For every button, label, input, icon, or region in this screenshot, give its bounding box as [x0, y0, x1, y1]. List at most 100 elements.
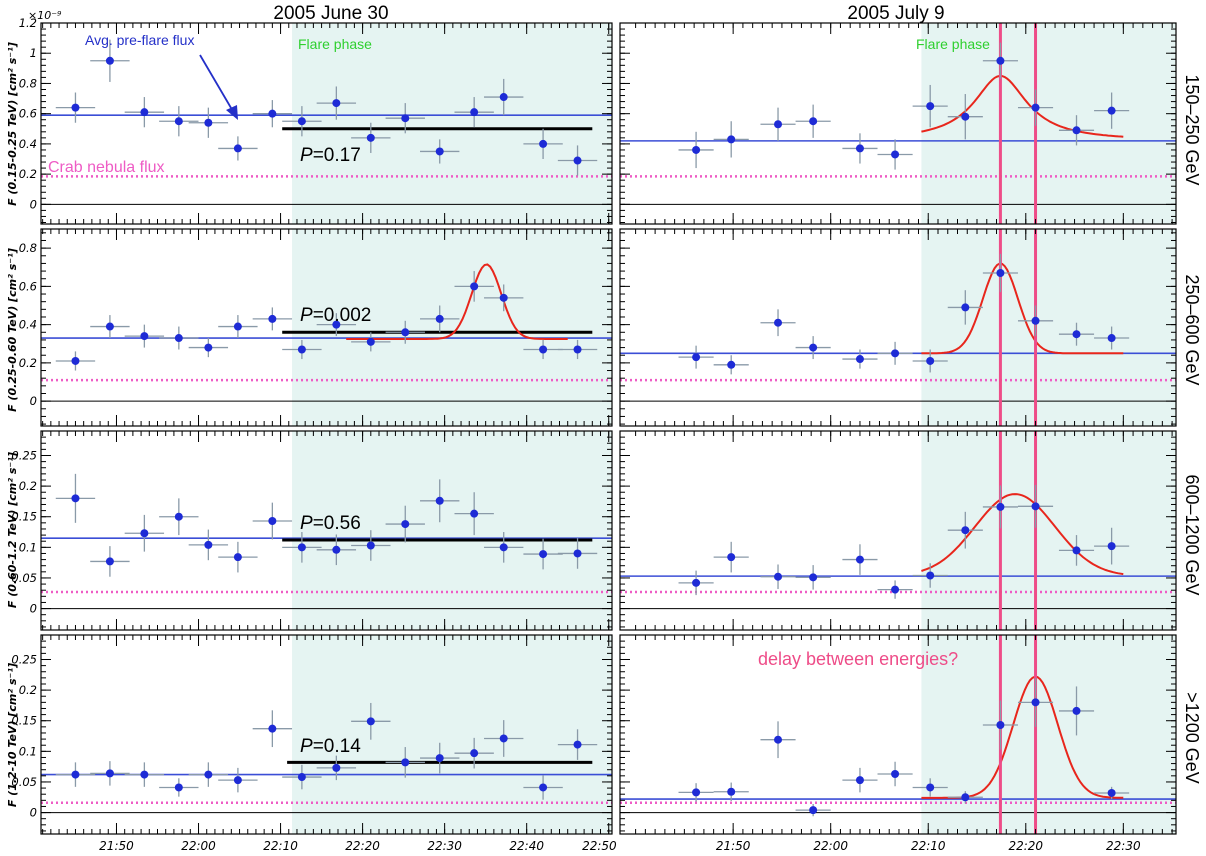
panel-frame: [619, 634, 1177, 835]
data-marker: [1107, 334, 1116, 343]
data-point: [912, 349, 948, 373]
y-tick-label: 0.4: [19, 318, 37, 332]
data-point: [316, 755, 357, 781]
panel-frame: [40, 430, 613, 631]
y-tick-label: 1: [30, 46, 37, 60]
panel-jul-600: [619, 430, 1177, 631]
y-tick-label: 0: [30, 806, 37, 820]
data-point: [523, 128, 563, 160]
data-point: [713, 121, 749, 158]
data-marker: [996, 56, 1005, 65]
flare-phase-region: [292, 229, 612, 426]
data-marker: [774, 120, 783, 129]
data-point: [842, 544, 878, 575]
fit-curve: [346, 263, 568, 340]
data-marker: [996, 502, 1005, 511]
panel-frame: [619, 22, 1177, 225]
data-point: [385, 320, 425, 344]
data-marker: [366, 717, 375, 726]
column-title-june: 2005 June 30: [273, 3, 388, 24]
data-point: [1094, 527, 1130, 565]
data-point: [90, 39, 130, 82]
data-marker: [1031, 698, 1040, 707]
x-tick-label: 22:30: [1106, 839, 1141, 853]
data-point: [454, 271, 494, 302]
data-marker: [809, 573, 818, 582]
data-marker: [332, 320, 341, 329]
data-marker: [1031, 316, 1040, 325]
column-title-july: 2005 July 9: [847, 3, 944, 24]
data-point: [982, 700, 1018, 750]
data-point: [188, 529, 229, 561]
data-marker: [727, 360, 736, 369]
data-point: [523, 538, 563, 570]
data-marker: [1072, 706, 1081, 715]
data-marker: [996, 721, 1005, 730]
data-marker: [71, 494, 80, 503]
data-point: [678, 345, 714, 369]
data-marker: [774, 318, 783, 327]
data-marker: [105, 557, 114, 566]
y-tick-label: 0.4: [19, 137, 37, 151]
data-point: [484, 532, 524, 563]
avg-preflare-arrowhead: [226, 105, 238, 120]
data-point: [420, 479, 460, 523]
data-marker: [809, 117, 818, 126]
y-axis-title-row2: F (0.25-0.60 TeV) [cm² s⁻¹]: [6, 248, 19, 412]
data-marker: [140, 332, 149, 341]
p-value-row2: P=0.002: [300, 305, 371, 326]
data-marker: [174, 512, 183, 521]
data-marker: [1107, 788, 1116, 797]
data-marker: [727, 787, 736, 796]
data-marker: [961, 303, 970, 312]
data-marker: [926, 356, 935, 365]
data-marker: [499, 293, 508, 302]
data-marker: [692, 788, 701, 797]
data-marker: [401, 520, 410, 529]
data-point: [1017, 677, 1054, 727]
data-marker: [996, 268, 1005, 277]
data-point: [282, 339, 322, 360]
flare-phase-region: [292, 23, 612, 224]
data-point: [523, 775, 563, 800]
data-point: [124, 97, 165, 128]
data-point: [1058, 686, 1095, 736]
data-point: [1017, 484, 1054, 528]
flare-phase-region: [292, 635, 612, 834]
data-point: [912, 84, 948, 128]
data-point: [1017, 89, 1054, 126]
data-point: [420, 305, 460, 333]
p-value-row4: P=0.14: [300, 736, 361, 757]
data-marker: [891, 349, 900, 358]
x-tick-label: 22:20: [1008, 839, 1043, 853]
data-point: [252, 710, 293, 748]
data-point: [678, 570, 714, 596]
y-tick-label: 0: [30, 197, 37, 211]
panel-jul-250: [619, 228, 1177, 427]
data-point: [842, 349, 878, 369]
y-tick-label: 0.1: [19, 744, 37, 758]
data-marker: [470, 108, 479, 117]
y-tick-label: 0: [30, 394, 37, 408]
data-point: [1094, 92, 1130, 129]
y-tick-label: 0.05: [11, 775, 37, 789]
data-point: [842, 133, 878, 164]
data-point: [947, 290, 983, 325]
flare-phase-region: [921, 229, 1176, 426]
y-tick-label: 0.2: [19, 167, 37, 181]
data-point: [351, 530, 391, 561]
data-point: [316, 534, 357, 566]
data-point: [420, 139, 460, 164]
data-point: [351, 122, 391, 153]
band-label-250-600: 250–600 GeV: [1182, 274, 1202, 385]
y-axis-title-row1: F (0.15-0.25 TeV) [cm² s⁻¹]: [6, 42, 19, 206]
y-tick-label: 0.8: [19, 241, 37, 255]
data-marker: [961, 112, 970, 121]
data-marker: [71, 770, 80, 779]
data-marker: [204, 343, 213, 352]
y-tick-label: 0.1: [19, 540, 37, 554]
data-point: [982, 42, 1018, 79]
data-point: [523, 339, 563, 360]
y-axis-title-row4: F (1.2-10 TeV) [cm² s⁻¹]: [6, 663, 19, 807]
